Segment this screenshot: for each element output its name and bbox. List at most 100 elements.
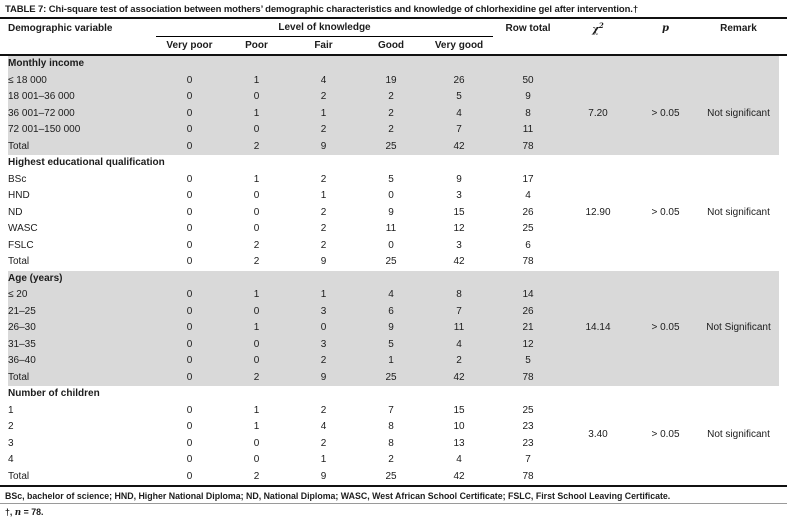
cell-value: 0 bbox=[253, 355, 260, 366]
cell-value: 2 bbox=[320, 355, 327, 366]
cell-value: 5 bbox=[456, 91, 462, 102]
cell-value: 42 bbox=[453, 256, 465, 267]
table-row: 1 0 1 2 7 15 25 bbox=[8, 403, 779, 420]
cell-value: 0 bbox=[186, 454, 193, 465]
row-label: 3 bbox=[8, 437, 14, 449]
table-row: 72 001–150 000 0 0 2 2 7 11 bbox=[8, 122, 779, 139]
body-bottom-rule bbox=[0, 485, 787, 487]
cell-value: 15 bbox=[453, 206, 465, 218]
cell-value: 2 bbox=[253, 470, 260, 482]
cell-value: 0 bbox=[253, 124, 260, 135]
cell-value: 9 bbox=[456, 173, 462, 185]
cell-value: 0 bbox=[186, 91, 193, 102]
cell-value: 9 bbox=[320, 371, 327, 383]
cell-value: 11 bbox=[385, 223, 397, 234]
cell-value: 19 bbox=[385, 74, 397, 86]
cell-value: 7 bbox=[388, 404, 394, 416]
cell-value: 0 bbox=[186, 190, 193, 201]
table-row: 2 0 1 4 8 10 23 bbox=[8, 419, 779, 436]
cell-value: 0 bbox=[186, 338, 193, 350]
col-header-row-total: Row total bbox=[505, 22, 551, 34]
table-row: Total 0 2 9 25 42 78 bbox=[8, 139, 779, 156]
cell-value: 5 bbox=[525, 355, 531, 366]
row-label: Total bbox=[8, 470, 30, 482]
cell-value: 0 bbox=[253, 437, 260, 449]
col-subheader-good: Good bbox=[377, 40, 405, 51]
section-label: Monthly income bbox=[8, 58, 85, 69]
cell-value: 0 bbox=[253, 190, 260, 201]
cell-value: 0 bbox=[253, 206, 260, 218]
cell-value: 0 bbox=[186, 289, 193, 300]
cell-value: 0 bbox=[186, 421, 193, 432]
table-row: ND 0 0 2 9 15 26 bbox=[8, 205, 779, 222]
table-row: 18 001–36 000 0 0 2 2 5 9 bbox=[8, 89, 779, 106]
section-header-row: Highest educational qualification bbox=[8, 155, 779, 172]
cell-value: 42 bbox=[453, 371, 465, 383]
cell-value: 23 bbox=[522, 437, 534, 449]
cell-value: 0 bbox=[388, 239, 394, 251]
cell-value: 2 bbox=[320, 223, 327, 234]
cell-value: 2 bbox=[253, 239, 260, 251]
cell-value: 1 bbox=[253, 322, 260, 333]
cell-value: 2 bbox=[253, 371, 260, 383]
cell-value: 78 bbox=[522, 371, 534, 383]
section-label: Age (years) bbox=[8, 272, 63, 284]
cell-value: 2 bbox=[456, 355, 462, 366]
col-header-chi-square: χ2 bbox=[592, 20, 604, 36]
cell-value: 1 bbox=[253, 173, 260, 185]
cell-value: 0 bbox=[186, 140, 193, 152]
row-label: 2 bbox=[8, 421, 14, 432]
header-row-1: Demographic variable Level of knowledge … bbox=[8, 19, 779, 37]
cell-value: 78 bbox=[522, 140, 534, 152]
cell-value: 50 bbox=[522, 74, 534, 86]
col-subheader-very-good: Very good bbox=[434, 40, 484, 51]
row-label: Total bbox=[8, 256, 30, 267]
row-label: 72 001–150 000 bbox=[8, 124, 81, 135]
cell-value: 0 bbox=[186, 322, 193, 333]
table-row: HND 0 0 1 0 3 4 bbox=[8, 188, 779, 205]
cell-value: 42 bbox=[453, 470, 465, 482]
col-header-p: p bbox=[662, 22, 669, 34]
cell-value: 9 bbox=[320, 470, 327, 482]
row-label: FSLC bbox=[8, 239, 34, 251]
cell-value: 0 bbox=[186, 256, 193, 267]
cell-value: 25 bbox=[385, 140, 397, 152]
row-label: Total bbox=[8, 140, 30, 152]
row-label: Total bbox=[8, 371, 30, 383]
cell-value: 2 bbox=[388, 91, 394, 102]
col-header-remark: Remark bbox=[720, 22, 757, 34]
cell-value: 11 bbox=[522, 124, 534, 135]
row-label: 4 bbox=[8, 454, 14, 465]
cell-value: 0 bbox=[186, 437, 193, 449]
cell-value: 8 bbox=[525, 107, 531, 119]
header-row-2: Very poor Poor Fair Good Very good bbox=[8, 37, 779, 54]
cell-value: 1 bbox=[320, 107, 327, 119]
section-header-row: Number of children bbox=[8, 386, 779, 403]
cell-value: 25 bbox=[522, 223, 534, 234]
cell-value: 4 bbox=[320, 74, 327, 86]
cell-value: 5 bbox=[388, 173, 394, 185]
cell-value: 9 bbox=[525, 91, 531, 102]
cell-value: 2 bbox=[320, 206, 327, 218]
cell-value: 0 bbox=[253, 223, 260, 234]
cell-value: 26 bbox=[522, 305, 534, 317]
table-row: 21–25 0 0 3 6 7 26 bbox=[8, 304, 779, 321]
col-header-level-of-knowledge: Level of knowledge bbox=[156, 19, 493, 37]
table-row: 4 0 0 1 2 4 7 bbox=[8, 452, 779, 469]
cell-value: 4 bbox=[456, 107, 462, 119]
cell-value: 8 bbox=[456, 289, 462, 300]
cell-value: 1 bbox=[253, 421, 260, 432]
cell-value: 26 bbox=[453, 74, 465, 86]
cell-value: 26 bbox=[522, 206, 534, 218]
cell-value: 0 bbox=[186, 173, 193, 185]
row-label: 21–25 bbox=[8, 305, 36, 317]
cell-value: 25 bbox=[385, 470, 397, 482]
row-label: HND bbox=[8, 190, 30, 201]
cell-value: 2 bbox=[253, 140, 260, 152]
row-label: ≤ 20 bbox=[8, 289, 28, 300]
row-label: ≤ 18 000 bbox=[8, 74, 47, 86]
col-subheader-poor: Poor bbox=[245, 40, 268, 51]
cell-value: 0 bbox=[186, 355, 193, 366]
cell-value: 4 bbox=[320, 421, 327, 432]
